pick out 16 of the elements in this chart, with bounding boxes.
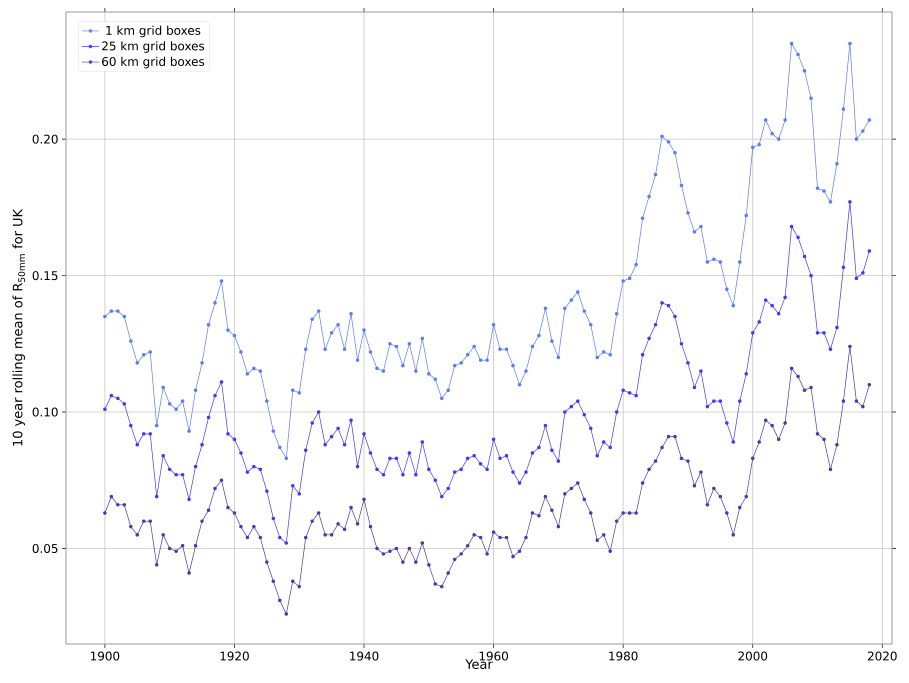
y-tick-label: 0.05 xyxy=(32,544,58,553)
y-tick-label: 0.20 xyxy=(32,134,58,144)
x-tick-label: 2000 xyxy=(738,652,768,661)
legend-label: 25 km grid boxes xyxy=(102,41,204,53)
y-axis-title: 10 year rolling mean of R$_{50mm}$ for UK xyxy=(12,208,26,446)
y-tick-label: 0.10 xyxy=(32,408,58,417)
y-tick-label: 0.15 xyxy=(32,271,58,280)
x-tick-label: 1920 xyxy=(220,652,249,661)
x-tick-label: 2020 xyxy=(868,652,897,661)
x-tick-label: 1900 xyxy=(90,652,120,661)
legend-label: 60 km grid boxes xyxy=(102,56,204,68)
x-tick-label: 1940 xyxy=(350,652,378,661)
x-tick-label: 1980 xyxy=(609,652,638,661)
x-tick-label: 1960 xyxy=(480,652,508,661)
x-axis-title: Year xyxy=(465,659,493,670)
legend-label: 1 km grid boxes xyxy=(106,26,200,38)
